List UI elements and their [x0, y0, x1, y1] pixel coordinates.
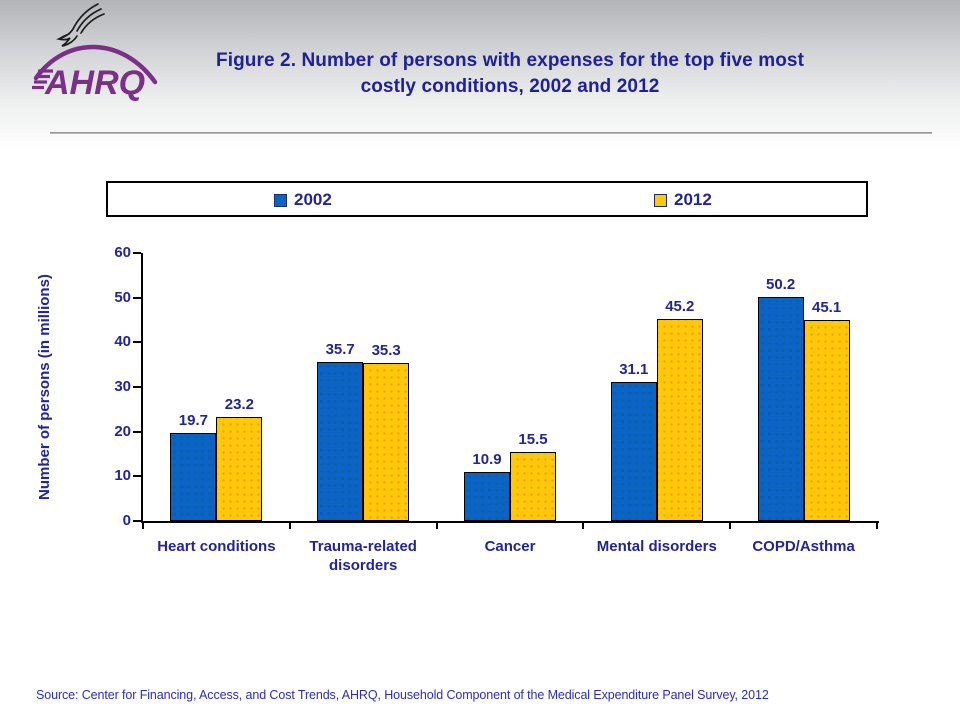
ahrq-logo-text: AHRQ [44, 64, 145, 102]
ytick-label: 0 [122, 512, 131, 529]
bar-2002 [610, 382, 657, 521]
ytick-label: 20 [114, 422, 131, 440]
xtick-mark [729, 521, 732, 529]
category-label: Cancer [484, 538, 536, 555]
xtick-mark [142, 521, 144, 529]
legend: 2002 2012 [106, 181, 868, 217]
legend-label-2002: 2002 [294, 190, 332, 209]
bar-2012 [656, 319, 703, 521]
figure-title-line2: costly conditions, 2002 and 2012 [360, 76, 660, 97]
bar-2012 [803, 319, 850, 521]
ahrq-logo: AHRQ [28, 44, 160, 109]
ytick-label: 50 [114, 288, 131, 306]
bar-2002 [757, 296, 804, 521]
value-label: 10.9 [472, 451, 502, 469]
value-label: 31.1 [619, 361, 649, 379]
figure-title-line1: Figure 2. Number of persons with expense… [215, 50, 804, 71]
header-divider [50, 132, 932, 134]
category-label: Trauma-related disorders [309, 538, 417, 574]
legend-swatch-2012 [654, 193, 667, 207]
bar-2002 [317, 361, 364, 521]
ytick-mark [133, 386, 141, 388]
bar-2012 [363, 363, 410, 521]
plot-area: 0 10 20 30 40 50 60 19.7 23.2 Heart conditions 35.… [114, 245, 879, 574]
value-label: 35.3 [371, 342, 401, 360]
value-label: 45.2 [665, 298, 695, 316]
figure-title: Figure 2. Number of persons with expense… [150, 48, 870, 100]
legend-label-2012: 2012 [674, 190, 712, 209]
legend-swatch-2002 [274, 193, 287, 207]
ytick-mark [133, 430, 141, 433]
ytick-mark [133, 341, 141, 344]
y-axis-title: Number of persons (in millions) [36, 274, 53, 500]
xtick-mark [582, 521, 585, 529]
y-axis-line [141, 253, 143, 523]
bar-2012 [216, 417, 263, 521]
ytick-mark [133, 296, 141, 299]
x-axis-line [141, 521, 879, 523]
xtick-mark [435, 521, 438, 529]
bar-2002 [170, 433, 217, 521]
xtick-mark [876, 521, 878, 529]
header [0, 0, 960, 150]
source-note: Source: Center for Financing, Access, an… [36, 688, 769, 702]
ytick-label: 30 [114, 378, 131, 395]
ytick-label: 40 [114, 333, 131, 351]
value-label: 23.2 [224, 396, 254, 414]
legend-item-2002: 2002 [274, 190, 332, 210]
legend-item-2012: 2012 [654, 190, 712, 210]
ytick-mark [133, 520, 141, 522]
category-label: Mental disorders [596, 538, 717, 555]
hhs-eagle-icon [52, 2, 110, 53]
value-label: 19.7 [178, 412, 208, 429]
value-label: 35.7 [325, 340, 355, 358]
category-label: COPD/Asthma [752, 538, 855, 555]
bar-2002 [464, 472, 510, 521]
ytick-label: 10 [114, 467, 131, 485]
category-label: Heart conditions [157, 538, 276, 555]
bar-2012 [510, 451, 556, 521]
ytick-mark [133, 475, 141, 478]
ytick-mark [133, 252, 141, 254]
value-label: 15.5 [518, 430, 548, 448]
value-label: 45.1 [811, 298, 842, 316]
value-label: 50.2 [765, 275, 796, 293]
xtick-mark [288, 521, 291, 529]
ytick-label: 60 [114, 244, 131, 261]
